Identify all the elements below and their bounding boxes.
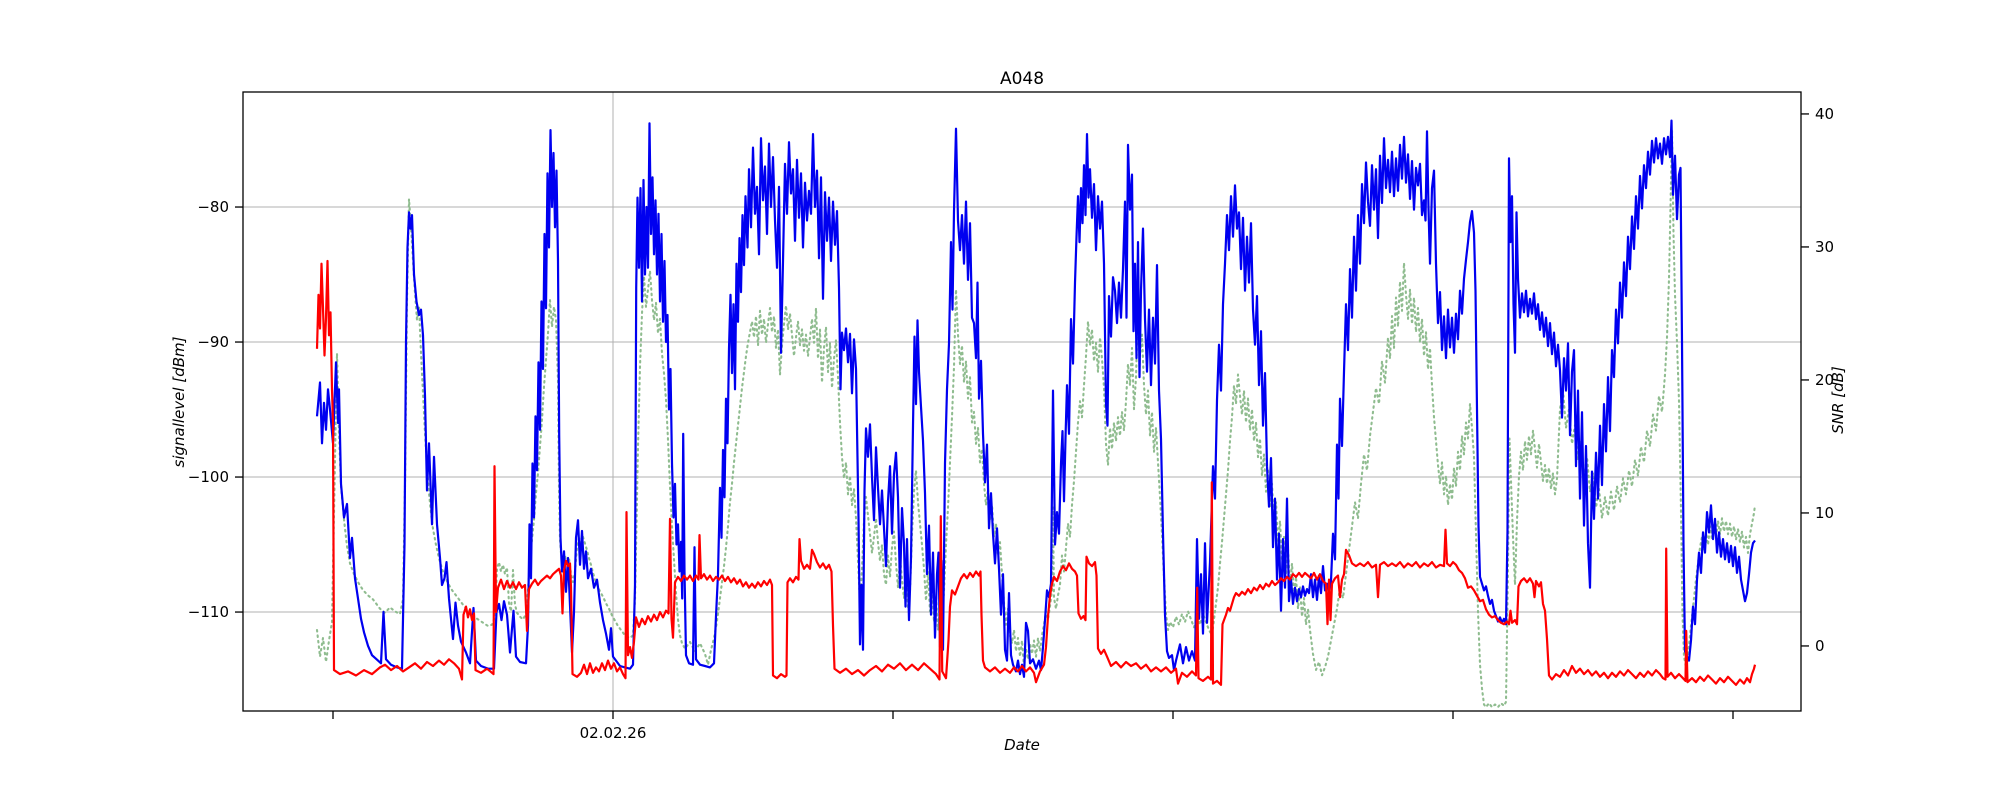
y-axis-label-left: signallevel [dBm] — [170, 336, 188, 467]
left-tick-label: −100 — [188, 468, 229, 486]
series-signallevel-blue — [315, 119, 1756, 678]
x-axis-label: Date — [1004, 736, 1040, 754]
plot-frame — [242, 91, 1802, 712]
right-tick-label: 10 — [1815, 504, 1834, 522]
right-tick-label: 30 — [1815, 238, 1834, 256]
left-tick-label: −110 — [188, 603, 229, 621]
left-tick-label: −90 — [197, 333, 229, 351]
y-axis-label-right: SNR [dB] — [1829, 366, 1847, 434]
left-tick-label: −80 — [197, 198, 229, 216]
right-tick-label: 20 — [1815, 371, 1834, 389]
chart-title: A048 — [1000, 69, 1044, 89]
series-red-trace — [315, 259, 1757, 687]
right-tick-label: 0 — [1815, 637, 1825, 655]
right-tick-label: 40 — [1815, 105, 1834, 123]
x-tick-label: 02.02.26 — [580, 724, 647, 742]
